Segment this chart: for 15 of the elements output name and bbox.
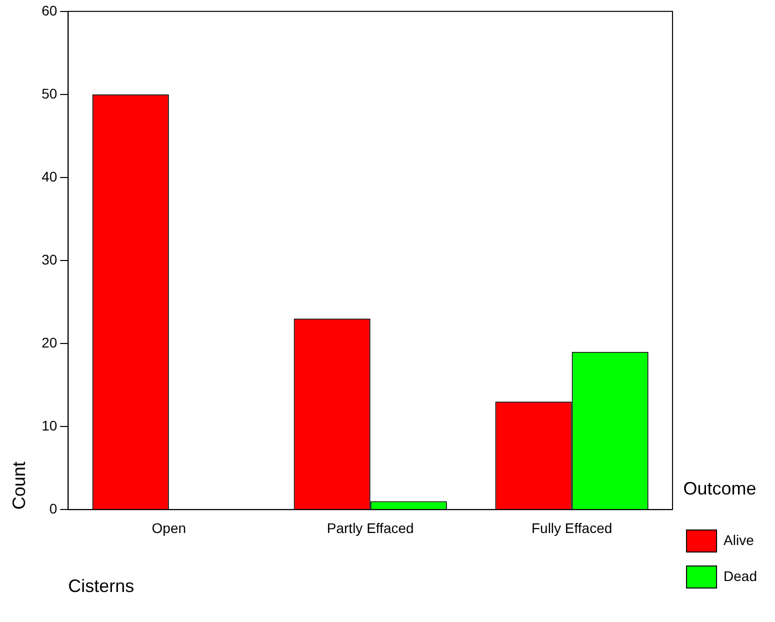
legend-label: Dead bbox=[724, 568, 757, 584]
x-tick-label: Open bbox=[152, 520, 186, 536]
x-tick-label: Fully Effaced bbox=[531, 520, 612, 536]
y-axis-title: Count bbox=[8, 462, 29, 510]
y-tick-label: 0 bbox=[49, 500, 58, 516]
y-tick-label: 30 bbox=[42, 251, 58, 268]
y-tick-label: 50 bbox=[42, 85, 58, 102]
y-tick-label: 10 bbox=[42, 417, 58, 434]
legend-label: Alive bbox=[724, 532, 754, 548]
y-tick-label: 60 bbox=[42, 2, 58, 18]
y-tick-label: 20 bbox=[42, 334, 58, 350]
y-tick-label: 40 bbox=[42, 168, 58, 184]
x-tick-label: Partly Effaced bbox=[326, 520, 414, 536]
x-axis-title: Cisterns bbox=[68, 576, 134, 596]
legend-title: Outcome bbox=[683, 478, 756, 498]
